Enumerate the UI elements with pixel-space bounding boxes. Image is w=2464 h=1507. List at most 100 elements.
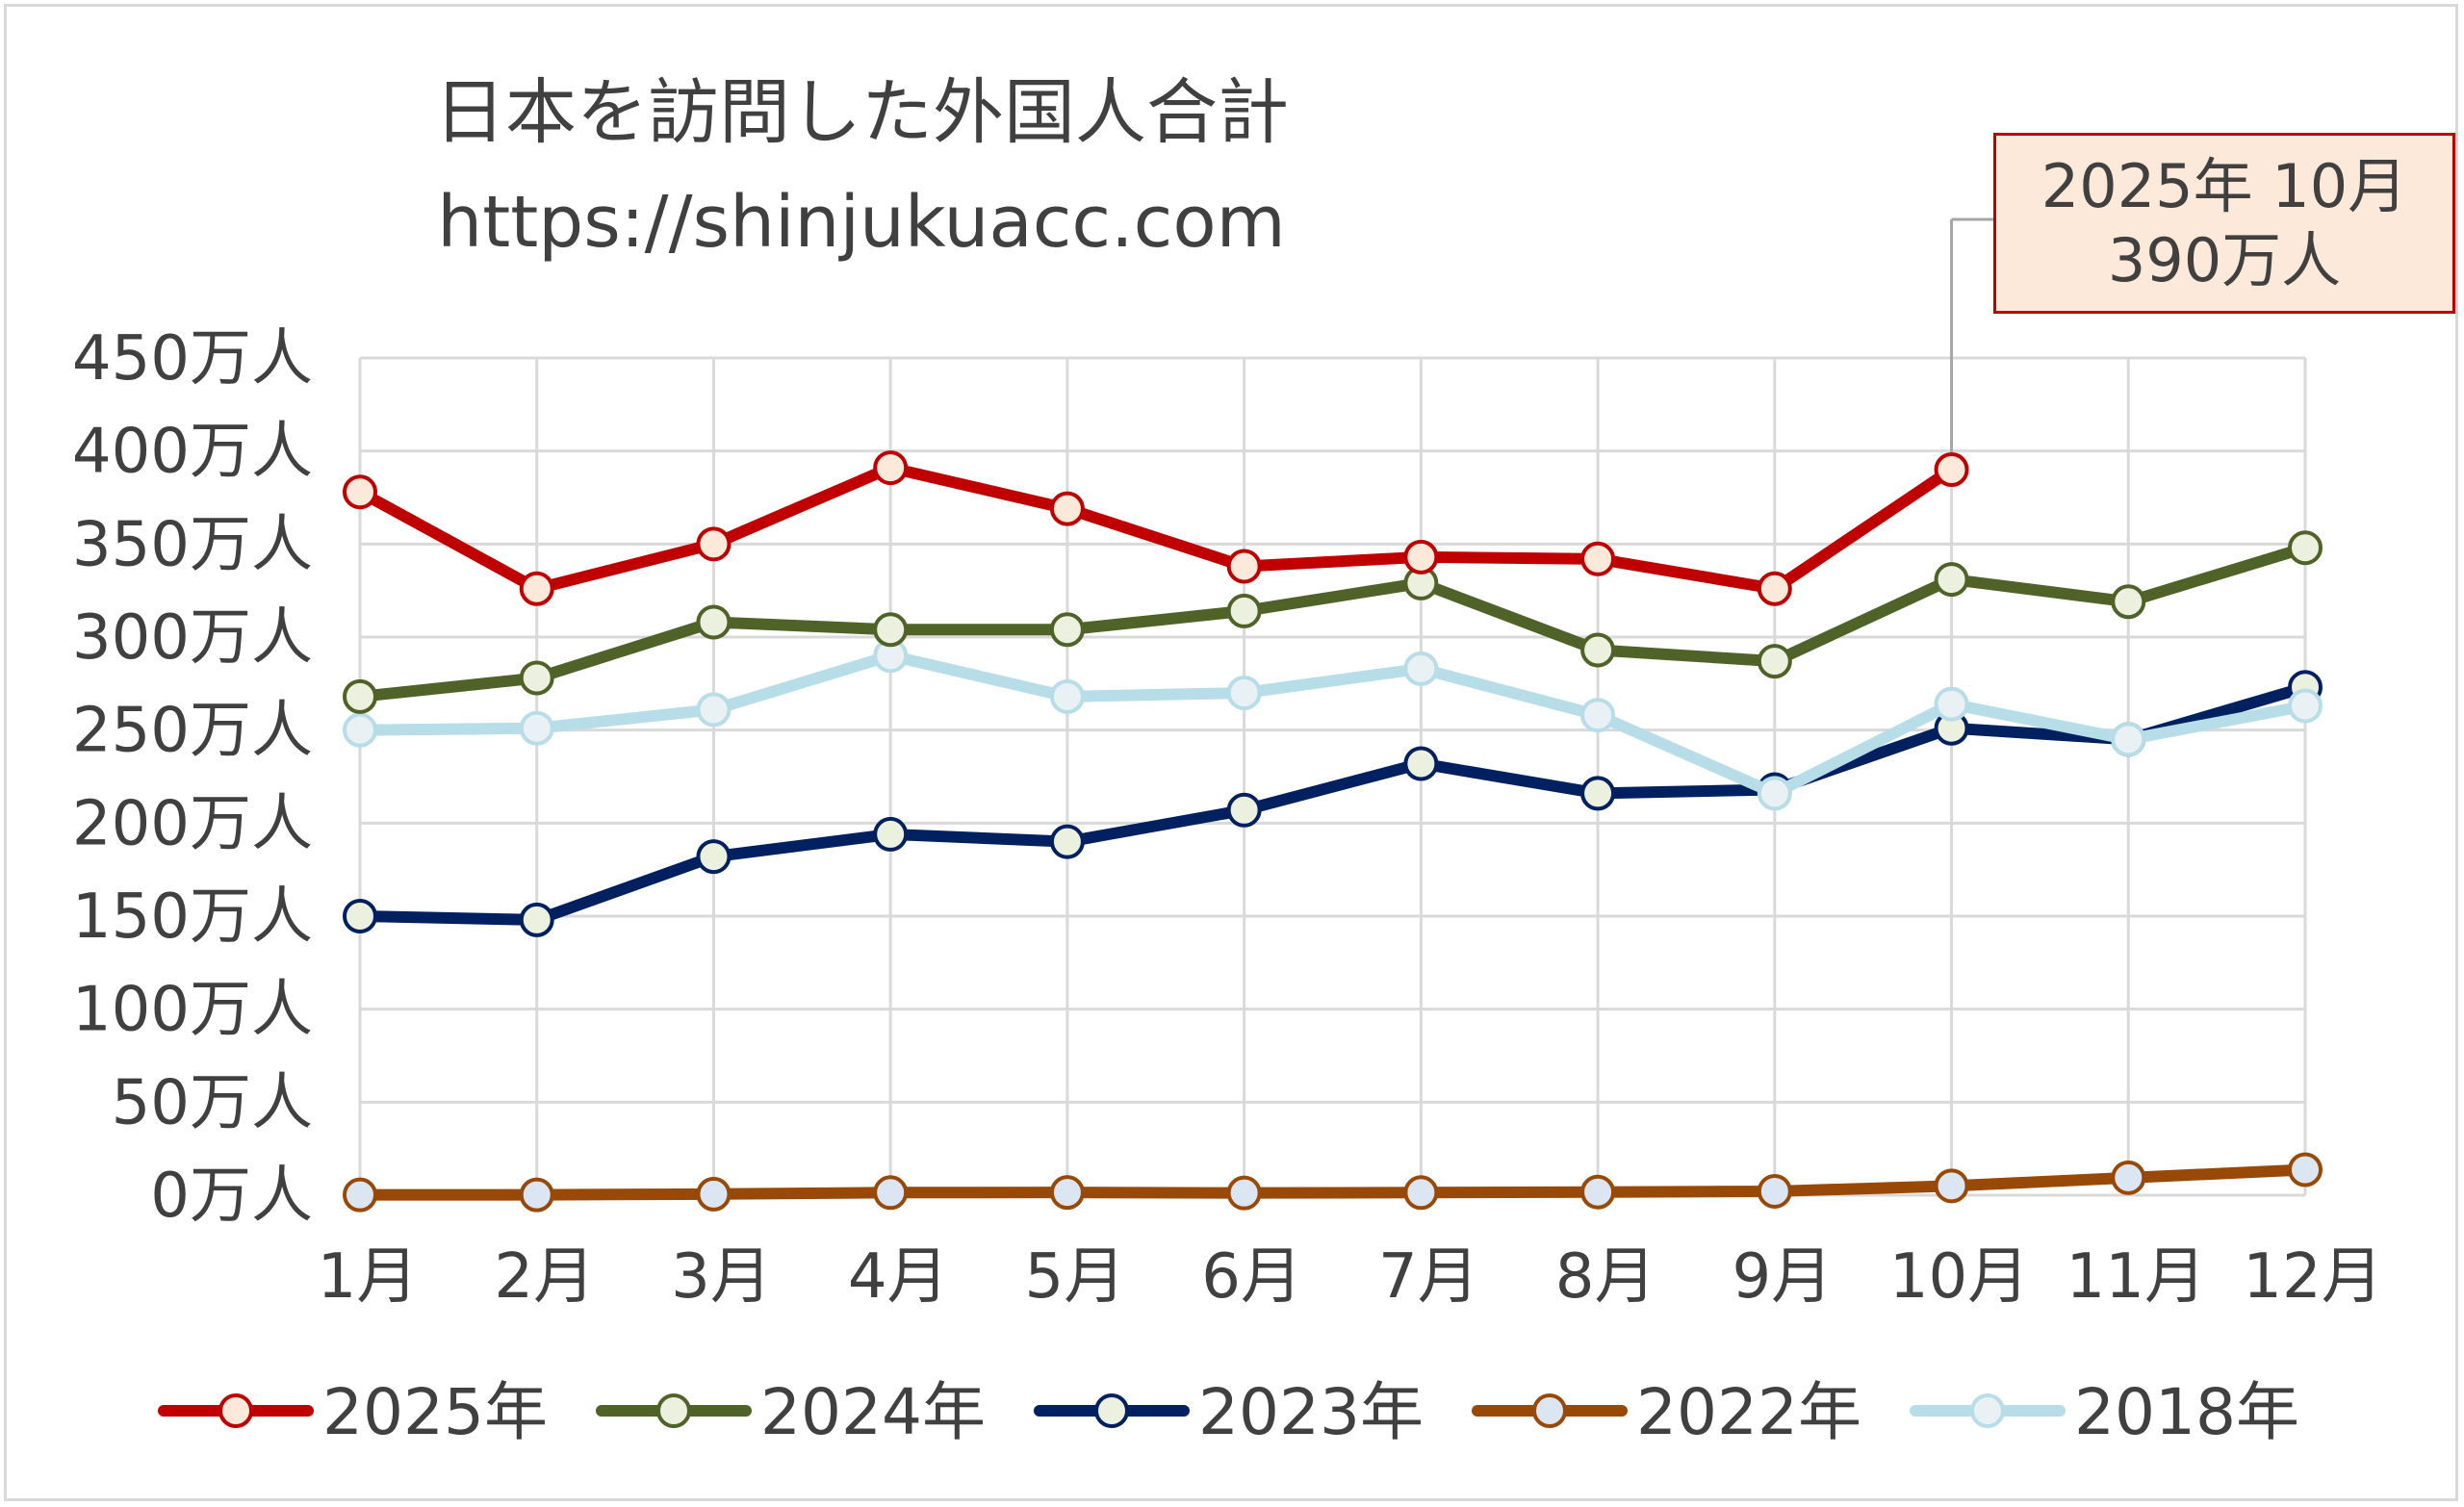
data-point <box>1226 593 1262 628</box>
data-point <box>696 1176 732 1212</box>
data-point <box>1403 1175 1439 1211</box>
data-point <box>873 612 909 648</box>
y-tick-label: 350万人 <box>72 509 313 580</box>
data-point <box>1580 776 1616 811</box>
data-point <box>1226 549 1262 584</box>
data-point <box>1580 632 1616 668</box>
callout-line-2: 390万人 <box>2107 225 2342 295</box>
data-point <box>1403 539 1439 575</box>
grid-lines <box>358 356 2307 1197</box>
callout-line-1: 2025年 10月 <box>2040 150 2408 221</box>
data-point <box>1757 776 1792 811</box>
data-point <box>2288 530 2323 566</box>
axis-labels: 0万人 50万人 100万人 150万人 200万人 250万人 300万人 350万人 400… <box>72 323 2383 1313</box>
data-point <box>696 604 732 640</box>
y-tick-label: 250万人 <box>72 696 313 767</box>
x-tick-label: 10月 <box>1889 1241 2029 1313</box>
data-point <box>1049 1175 1085 1211</box>
data-point <box>1226 792 1262 828</box>
data-point <box>1757 571 1792 606</box>
x-tick-label: 1月 <box>318 1241 419 1313</box>
series-line <box>354 650 2311 800</box>
data-point <box>2111 722 2146 757</box>
data-point <box>1757 644 1792 679</box>
legend-label: 2023年 <box>1198 1375 1424 1449</box>
callout-box: 2025年 10月 390万人 <box>1993 133 2455 314</box>
x-tick-label: 5月 <box>1025 1241 1126 1313</box>
data-point <box>1757 1173 1792 1209</box>
y-tick-label: 50万人 <box>112 1067 313 1138</box>
legend-swatch-marker <box>1532 1393 1567 1428</box>
y-tick-label: 100万人 <box>72 975 313 1046</box>
legend-swatch-marker <box>656 1393 691 1428</box>
data-point <box>1226 676 1262 710</box>
x-tick-label: 3月 <box>671 1241 772 1313</box>
data-point <box>696 526 732 562</box>
data-point <box>519 1177 554 1213</box>
series-line <box>354 1163 2311 1201</box>
data-point <box>343 899 377 933</box>
y-tick-label: 400万人 <box>72 417 313 488</box>
x-tick-label: 8月 <box>1555 1241 1656 1313</box>
data-point <box>343 474 377 510</box>
data-point <box>873 1175 909 1211</box>
legend-swatch-marker <box>218 1393 253 1428</box>
data-point <box>519 710 554 746</box>
data-point <box>1049 824 1085 859</box>
chart-subtitle: https://shinjukuacc.com <box>437 181 1286 264</box>
y-tick-label: 0万人 <box>150 1161 313 1232</box>
x-tick-label: 9月 <box>1732 1241 1833 1313</box>
y-tick-label: 450万人 <box>72 323 313 395</box>
data-point <box>1049 678 1085 714</box>
series-lines <box>343 450 2323 1213</box>
data-point <box>343 678 377 714</box>
data-point <box>2111 1160 2146 1195</box>
series-line <box>354 462 1958 595</box>
data-point <box>1580 1174 1616 1210</box>
legend-swatch-marker <box>1970 1393 2005 1428</box>
series-line <box>354 681 2311 926</box>
legend-label: 2025年 <box>322 1375 548 1449</box>
x-tick-label: 4月 <box>848 1241 949 1313</box>
x-tick-label: 6月 <box>1201 1241 1302 1313</box>
data-point <box>519 660 554 696</box>
data-point <box>1934 686 1969 722</box>
data-point <box>519 571 554 606</box>
data-point <box>696 839 732 875</box>
data-point <box>1403 651 1439 686</box>
legend-label: 2022年 <box>1636 1375 1861 1449</box>
data-point <box>1049 491 1085 526</box>
data-point <box>1934 1168 1969 1204</box>
data-point <box>2288 1152 2323 1188</box>
legend-swatch-marker <box>1094 1393 1129 1428</box>
x-tick-label: 12月 <box>2243 1241 2382 1313</box>
data-point <box>343 1177 377 1213</box>
data-point <box>873 450 909 486</box>
data-point <box>1934 562 1969 598</box>
legend-label: 2024年 <box>760 1375 986 1449</box>
x-tick-label: 11月 <box>2066 1241 2206 1313</box>
data-point <box>2111 584 2146 620</box>
x-tick-label: 2月 <box>494 1241 595 1313</box>
legend: 2025年 2024年 2023年 2022年 2018年 <box>158 1375 2299 1449</box>
y-tick-label: 300万人 <box>72 602 313 674</box>
data-point <box>1226 1175 1262 1211</box>
data-point <box>1934 452 1969 487</box>
data-point <box>1580 698 1616 733</box>
x-tick-label: 7月 <box>1378 1241 1479 1313</box>
data-point <box>1403 746 1439 781</box>
y-tick-label: 150万人 <box>72 881 313 953</box>
series-line <box>354 542 2311 702</box>
data-point <box>1580 541 1616 576</box>
chart-frame <box>4 4 2458 1501</box>
data-point <box>2288 688 2323 724</box>
legend-label: 2018年 <box>2074 1375 2299 1449</box>
chart-title: 日本を訪問した外国人合計 <box>434 71 1289 154</box>
data-point <box>519 902 554 937</box>
data-point <box>1049 612 1085 648</box>
data-point <box>873 816 909 852</box>
data-point <box>343 712 377 748</box>
y-tick-label: 200万人 <box>72 788 313 859</box>
